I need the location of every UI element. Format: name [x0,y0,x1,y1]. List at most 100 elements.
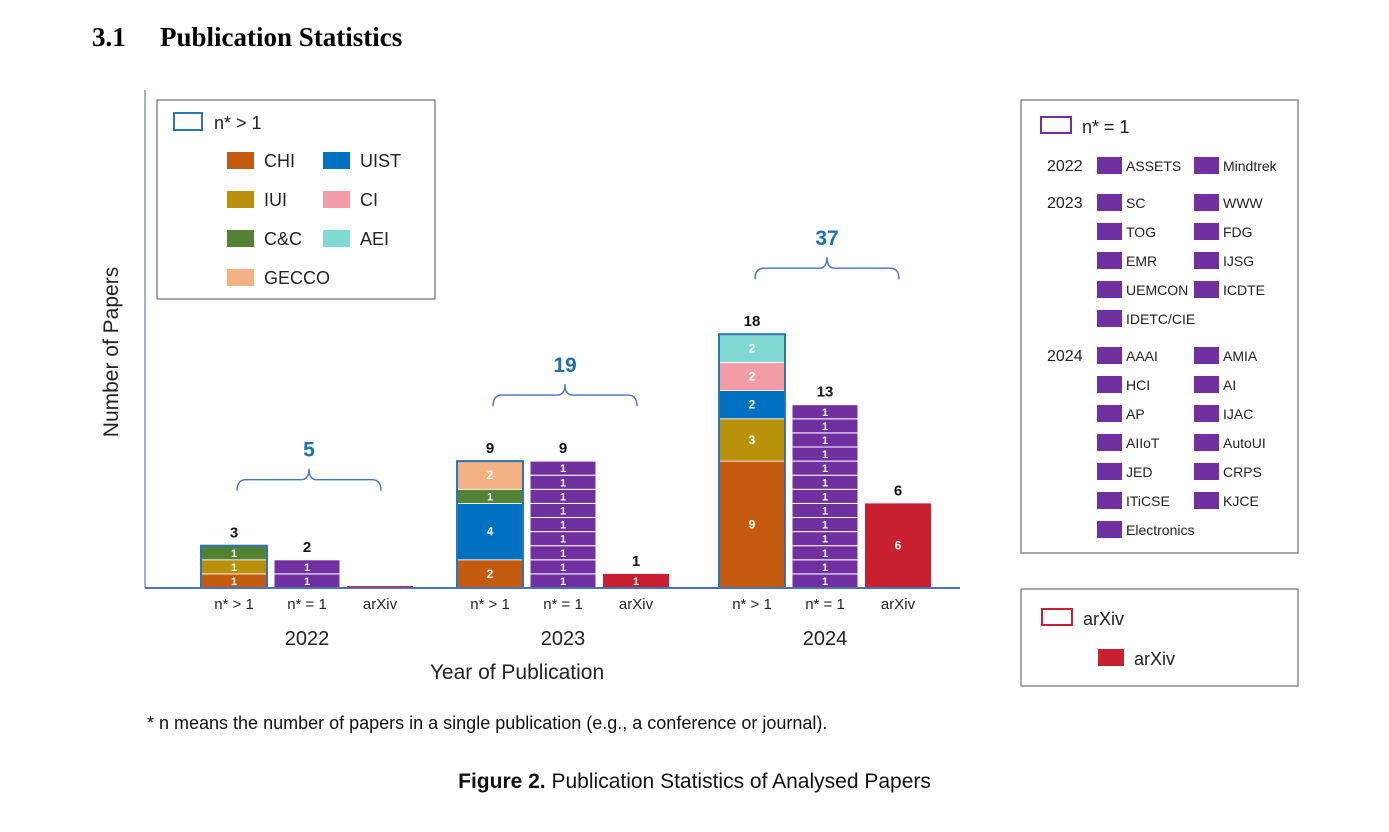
segment-value-label: 1 [822,435,828,447]
group-brace [754,257,900,280]
bar-2024-arxiv: 6 6 arXiv [865,482,931,613]
segment-value-label: 2 [749,370,756,384]
legend-entry-emr: EMR [1126,253,1157,269]
segment-value-label: 1 [822,421,828,433]
segment-value-label: 1 [560,491,566,503]
segment-value-label: 1 [304,576,310,588]
segment-value-label: 1 [822,407,828,419]
legend-entry-ci: CI [360,190,378,210]
segment-value-label: 1 [487,491,493,503]
y-axis-label: Number of Papers [100,267,123,437]
segment-uist [718,390,786,420]
group-2024: 2024 37 [754,227,900,650]
group-tick-label: 2023 [541,628,586,650]
legend-swatch-ijsg [1194,252,1219,269]
segment-chi [718,460,786,589]
bar-2022-n-1: 1 1 1 3 n* > 1 [200,525,268,613]
legend-swatch-assets [1097,157,1122,174]
legend-single: n* = 1 2022 ASSETS Mindtrek 2023 SC WWW TOG FDG E… [1020,99,1299,554]
segment-electronics [791,404,859,420]
segment-value-label: 4 [487,525,494,539]
bar-total-label: 1 [632,553,640,570]
category-tick-label: n* > 1 [470,596,510,613]
legend-swatch-kjce [1194,492,1219,509]
legend-swatch-idetc-cie [1097,310,1122,327]
legend-arxiv-box [1020,588,1299,687]
segment-value-label: 1 [560,463,566,475]
group-brace [236,468,382,491]
group-brace [492,384,638,407]
segment-value-label: 1 [560,534,566,546]
footnote: * n means the number of papers in a sing… [147,713,828,733]
legend-entry-www: WWW [1223,195,1263,211]
legend-swatch-iticse [1097,492,1122,509]
legend-swatch-aei [323,230,350,247]
segment-value-label: 1 [304,562,310,574]
segment-value-label: 1 [560,562,566,574]
legend-single-title: n* = 1 [1082,117,1130,137]
legend-swatch-arxiv [1098,649,1124,666]
caption-text: Publication Statistics of Analysed Paper… [551,770,931,793]
segment-idetc-cie [529,460,597,476]
legend-entry-c-c: C&C [264,229,302,249]
legend-swatch-ap [1097,405,1122,422]
bar-total-label: 9 [486,440,494,457]
segment-gecco [456,460,524,490]
legend-swatch-www [1194,194,1219,211]
bar-2023-arxiv: 1 1 arXiv [603,553,669,613]
segment-value-label: 1 [822,534,828,546]
legend-entry-ap: AP [1126,406,1145,422]
segment-value-label: 1 [822,491,828,503]
segment-value-label: 2 [487,567,494,581]
segment-value-label: 1 [560,576,566,588]
group-tick-label: 2024 [803,628,848,650]
legend-swatch-icdte [1194,281,1219,298]
bar-2023-n-1: 1 1 1 1 1 1 1 1 1 9 n* = 1 [529,440,597,613]
legend-swatch-ai [1194,376,1219,393]
legend-multi-title: n* > 1 [214,113,262,133]
legend-swatch-gecco [227,269,254,286]
segment-value-label: 1 [822,505,828,517]
legend-swatch-amia [1194,347,1219,364]
legend-entry-kjce: KJCE [1223,493,1259,509]
bar-total-label: 13 [817,384,834,401]
legend-swatch-iui [227,191,254,208]
segment-value-label: 1 [633,576,639,588]
segment-value-label: 1 [822,576,828,588]
legend-single-box [1020,99,1299,554]
segment-value-label: 2 [487,468,494,482]
segment-value-label: 1 [822,477,828,489]
legend-entry-chi: CHI [264,151,295,171]
legend-entry-ijsg: IJSG [1223,253,1254,269]
bar-2022-n-1: 1 1 2 n* = 1 [273,539,341,613]
legend-entry-idetc-cie: IDETC/CIE [1126,311,1195,327]
legend-entry-icdte: ICDTE [1223,282,1265,298]
segment-value-label: 1 [560,548,566,560]
legend-entry-autoui: AutoUI [1223,435,1266,451]
bar-2022-arxiv: arXiv [347,586,413,613]
section-number: 3.1 [92,22,126,52]
segment-value-label: 1 [822,548,828,560]
legend-entry-ijac: IJAC [1223,406,1253,422]
bar-2024-n-1: 9 3 2 2 2 18 n* > 1 [718,313,786,613]
legend-entry-electronics: Electronics [1126,522,1194,538]
legend-entry-mindtrek: Mindtrek [1223,158,1278,174]
bar-total-label: 2 [303,539,311,556]
category-tick-label: n* = 1 [805,596,845,613]
bar-total-label: 6 [894,482,902,499]
legend-swatch-hci [1097,376,1122,393]
legend-swatch-uemcon [1097,281,1122,298]
category-tick-label: n* = 1 [287,596,327,613]
legend-swatch-emr [1097,252,1122,269]
legend-entry-crps: CRPS [1223,464,1262,480]
legend-entry-hci: HCI [1126,377,1150,393]
segment-value-label: 1 [822,520,828,532]
legend-entry-aei: AEI [360,229,389,249]
legend-multi-swatch [173,112,203,131]
segment-value-label: 1 [822,562,828,574]
legend-entry-aiiot: AIIoT [1126,435,1160,451]
